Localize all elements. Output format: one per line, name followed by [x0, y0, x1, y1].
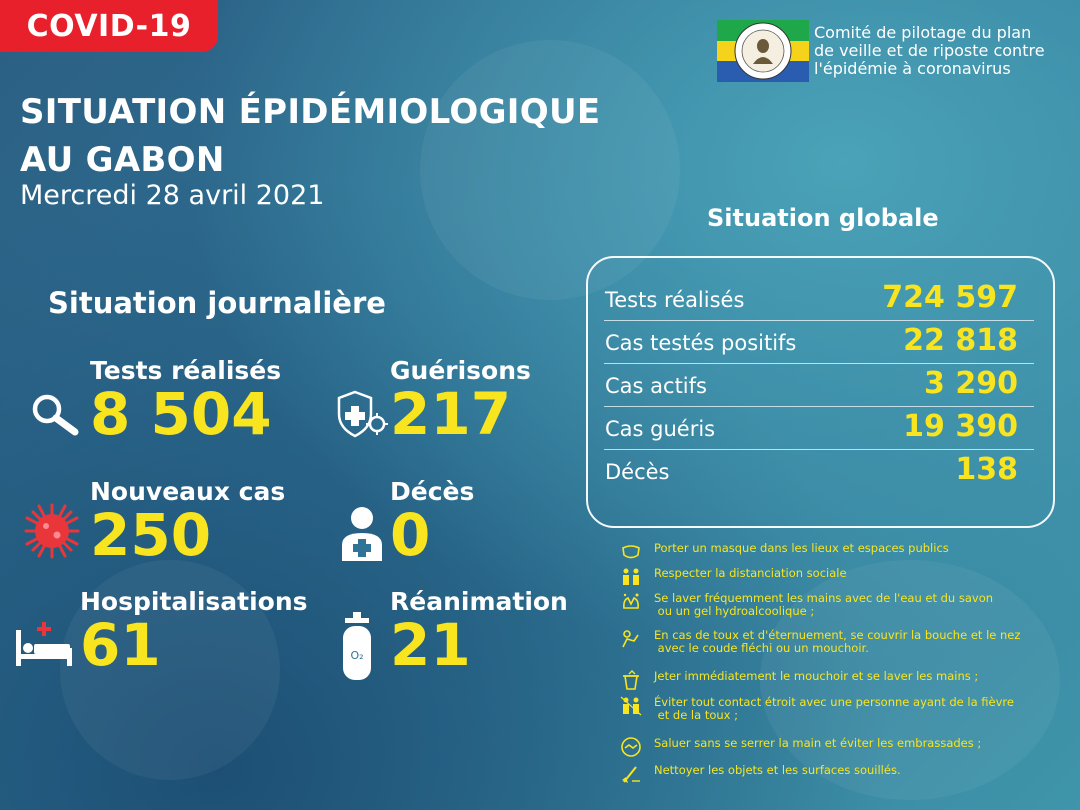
person-cross-icon	[342, 507, 382, 561]
advice-text: Nettoyer les objets et les surfaces soui…	[654, 763, 901, 777]
stat-value: 61	[80, 611, 161, 679]
org-line: Comité de pilotage du plan	[814, 23, 1032, 42]
advice-text: Jeter immédiatement le mouchoir et se la…	[654, 669, 979, 683]
hand-wash-icon	[623, 593, 639, 609]
global-row-label: Cas guéris	[605, 417, 716, 441]
org-line: de veille et de riposte contre	[814, 41, 1045, 60]
stat-label: Guérisons	[390, 356, 531, 385]
global-row-label: Cas actifs	[605, 374, 707, 398]
cleaning-icon	[622, 766, 640, 783]
global-row-value: 724 597	[882, 280, 1018, 315]
stat-value: 250	[90, 501, 212, 569]
advice-text: Éviter tout contact étroit avec une pers…	[654, 695, 1014, 722]
page-title: SITUATION ÉPIDÉMIOLOGIQUE AU GABON	[20, 88, 600, 184]
org-line: l'épidémie à coronavirus	[814, 59, 1011, 78]
title-line: SITUATION ÉPIDÉMIOLOGIQUE	[20, 92, 601, 132]
stat-label: Décès	[390, 477, 475, 506]
global-row-value: 3 290	[924, 366, 1018, 401]
org-name: Comité de pilotage du plan de veille et …	[814, 24, 1074, 78]
covid-badge: COVID-19	[0, 0, 218, 52]
no-contact-icon	[620, 696, 642, 716]
advice-text: Respecter la distanciation sociale	[654, 566, 847, 580]
global-row-label: Décès	[605, 460, 670, 484]
global-row: Cas guéris 19 390	[604, 407, 1034, 450]
stat-value: 8 504	[90, 380, 272, 448]
cough-elbow-icon	[622, 630, 639, 648]
shield-virus-icon	[337, 390, 388, 438]
title-line: AU GABON	[20, 140, 225, 180]
background-shape	[60, 560, 280, 780]
mask-icon	[622, 545, 640, 559]
background-shape	[760, 560, 1060, 800]
daily-section-title: Situation journalière	[48, 286, 386, 320]
stat-label: Hospitalisations	[80, 587, 308, 616]
stat-deaths: Décès 0	[390, 477, 474, 564]
stat-hospitalisations: Hospitalisations 61	[80, 587, 308, 674]
stat-recoveries: Guérisons 217	[390, 356, 531, 443]
distancing-icon	[623, 568, 639, 585]
global-row: Cas actifs 3 290	[604, 364, 1034, 407]
stat-tests: Tests réalisés 8 504	[90, 356, 281, 443]
stat-label: Nouveaux cas	[90, 477, 286, 506]
advice-text: En cas de toux et d'éternuement, se couv…	[654, 628, 1021, 655]
stat-label: Tests réalisés	[90, 356, 282, 385]
report-date: Mercredi 28 avril 2021	[20, 180, 325, 211]
global-row: Tests réalisés 724 597	[604, 278, 1034, 321]
global-row-value: 22 818	[903, 323, 1018, 358]
global-row-label: Cas testés positifs	[605, 331, 797, 355]
global-row: Décès 138	[604, 450, 1034, 492]
global-row-value: 138	[955, 452, 1018, 487]
advice-text: Saluer sans se serrer la main et éviter …	[654, 736, 982, 750]
stat-icu: Réanimation 21	[390, 587, 568, 674]
virus-icon	[24, 503, 80, 559]
svg-text:O₂: O₂	[350, 649, 363, 662]
global-section-title: Situation globale	[707, 204, 939, 232]
global-stats-panel	[586, 256, 1055, 528]
advice-text: Porter un masque dans les lieux et espac…	[654, 541, 949, 555]
stat-value: 0	[390, 501, 431, 569]
no-handshake-icon	[621, 737, 641, 757]
global-row-value: 19 390	[903, 409, 1018, 444]
stat-label: Réanimation	[390, 587, 568, 616]
stat-new-cases: Nouveaux cas 250	[90, 477, 285, 564]
oxygen-tank-icon: O₂	[343, 612, 371, 680]
global-row-label: Tests réalisés	[605, 288, 745, 312]
tissue-bin-icon	[623, 670, 639, 690]
hospital-bed-icon	[16, 622, 72, 666]
gabon-coat-of-arms-logo	[717, 20, 809, 82]
advice-text: Se laver fréquemment les mains avec de l…	[654, 591, 994, 618]
stat-value: 21	[390, 611, 471, 679]
global-row: Cas testés positifs 22 818	[604, 321, 1034, 364]
stat-value: 217	[390, 380, 512, 448]
magnifier-icon	[32, 394, 79, 436]
